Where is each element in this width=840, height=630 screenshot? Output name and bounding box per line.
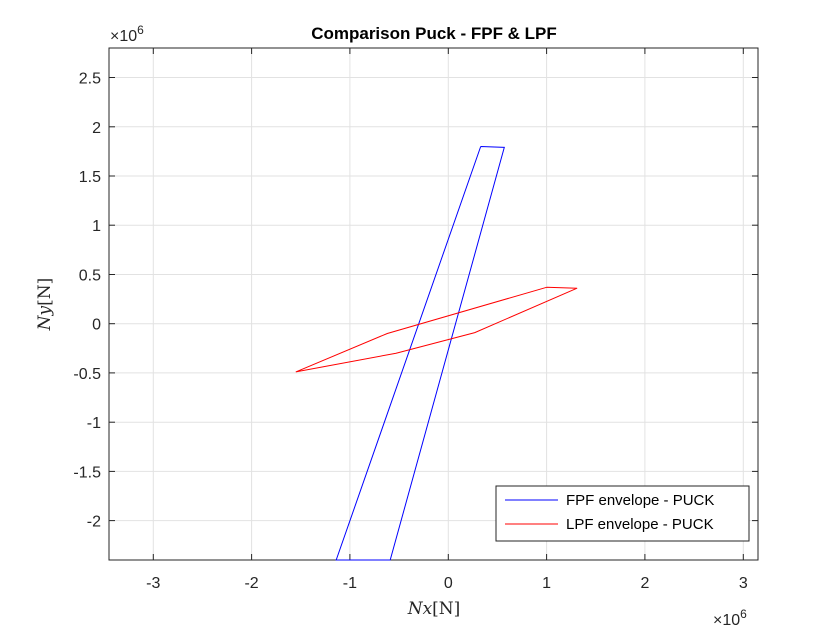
x-axis-label: Nx[N] <box>407 599 461 619</box>
y-tick-label: -2 <box>87 514 101 531</box>
series-group <box>295 146 578 561</box>
y-tick-label: 2 <box>92 120 101 137</box>
y-axis-label-var: Ny <box>35 305 55 331</box>
y-exponent-base: ×10 <box>110 28 137 45</box>
x-axis-label-var: Nx <box>407 599 433 619</box>
x-exponent-base: ×10 <box>713 612 740 629</box>
axes-box <box>108 47 759 561</box>
y-exponent: ×106 <box>110 23 144 45</box>
legend-box <box>495 485 750 542</box>
legend: FPF envelope - PUCK LPF envelope - PUCK <box>495 485 750 542</box>
legend-label-fpf: FPF envelope - PUCK <box>566 492 714 509</box>
y-tick-label: 0.5 <box>79 268 101 285</box>
x-tick-label: -3 <box>146 575 160 592</box>
y-tick-label: 1 <box>92 218 101 235</box>
x-tick-label: 1 <box>542 575 551 592</box>
x-tick-label: 2 <box>640 575 649 592</box>
chart-title: Comparison Puck - FPF & LPF <box>311 24 557 43</box>
fpf-envelope-line <box>335 146 505 561</box>
x-axis-label-unit: [N] <box>432 599 460 619</box>
y-tick-label: -1 <box>87 415 101 432</box>
x-tick-label: 3 <box>739 575 748 592</box>
x-exponent-power: 6 <box>740 607 747 621</box>
x-tick-label: 0 <box>444 575 453 592</box>
lpf-envelope-line <box>295 286 578 373</box>
axis-ticks: -3 -2 -1 0 1 2 3 -2 -1.5 -1 -0.5 0 0.5 1 1.5 2 2.5 <box>73 48 758 592</box>
x-tick-label: -1 <box>343 575 357 592</box>
y-tick-label: 2.5 <box>79 71 101 88</box>
y-tick-label: -0.5 <box>73 366 101 383</box>
y-tick-label: 0 <box>92 317 101 334</box>
y-axis-label-unit: [N] <box>35 278 55 306</box>
x-tick-label: -2 <box>244 575 258 592</box>
x-exponent: ×106 <box>713 607 747 629</box>
y-axis-label: Ny[N] <box>35 278 55 332</box>
y-exponent-power: 6 <box>137 23 144 37</box>
y-tick-label: 1.5 <box>79 169 101 186</box>
legend-label-lpf: LPF envelope - PUCK <box>566 516 714 533</box>
grid-lines <box>109 48 758 560</box>
y-tick-label: -1.5 <box>73 464 101 481</box>
